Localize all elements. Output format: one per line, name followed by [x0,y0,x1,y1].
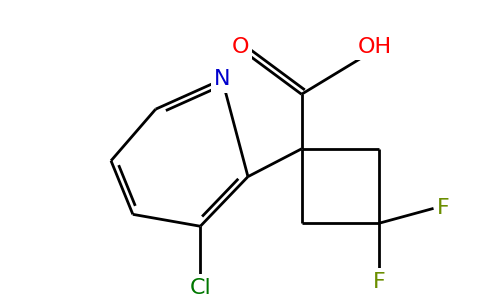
Text: N: N [214,69,230,89]
Text: OH: OH [358,37,392,57]
Text: F: F [437,198,450,218]
Text: F: F [373,272,385,292]
Text: O: O [231,37,249,57]
Text: Cl: Cl [189,278,211,298]
